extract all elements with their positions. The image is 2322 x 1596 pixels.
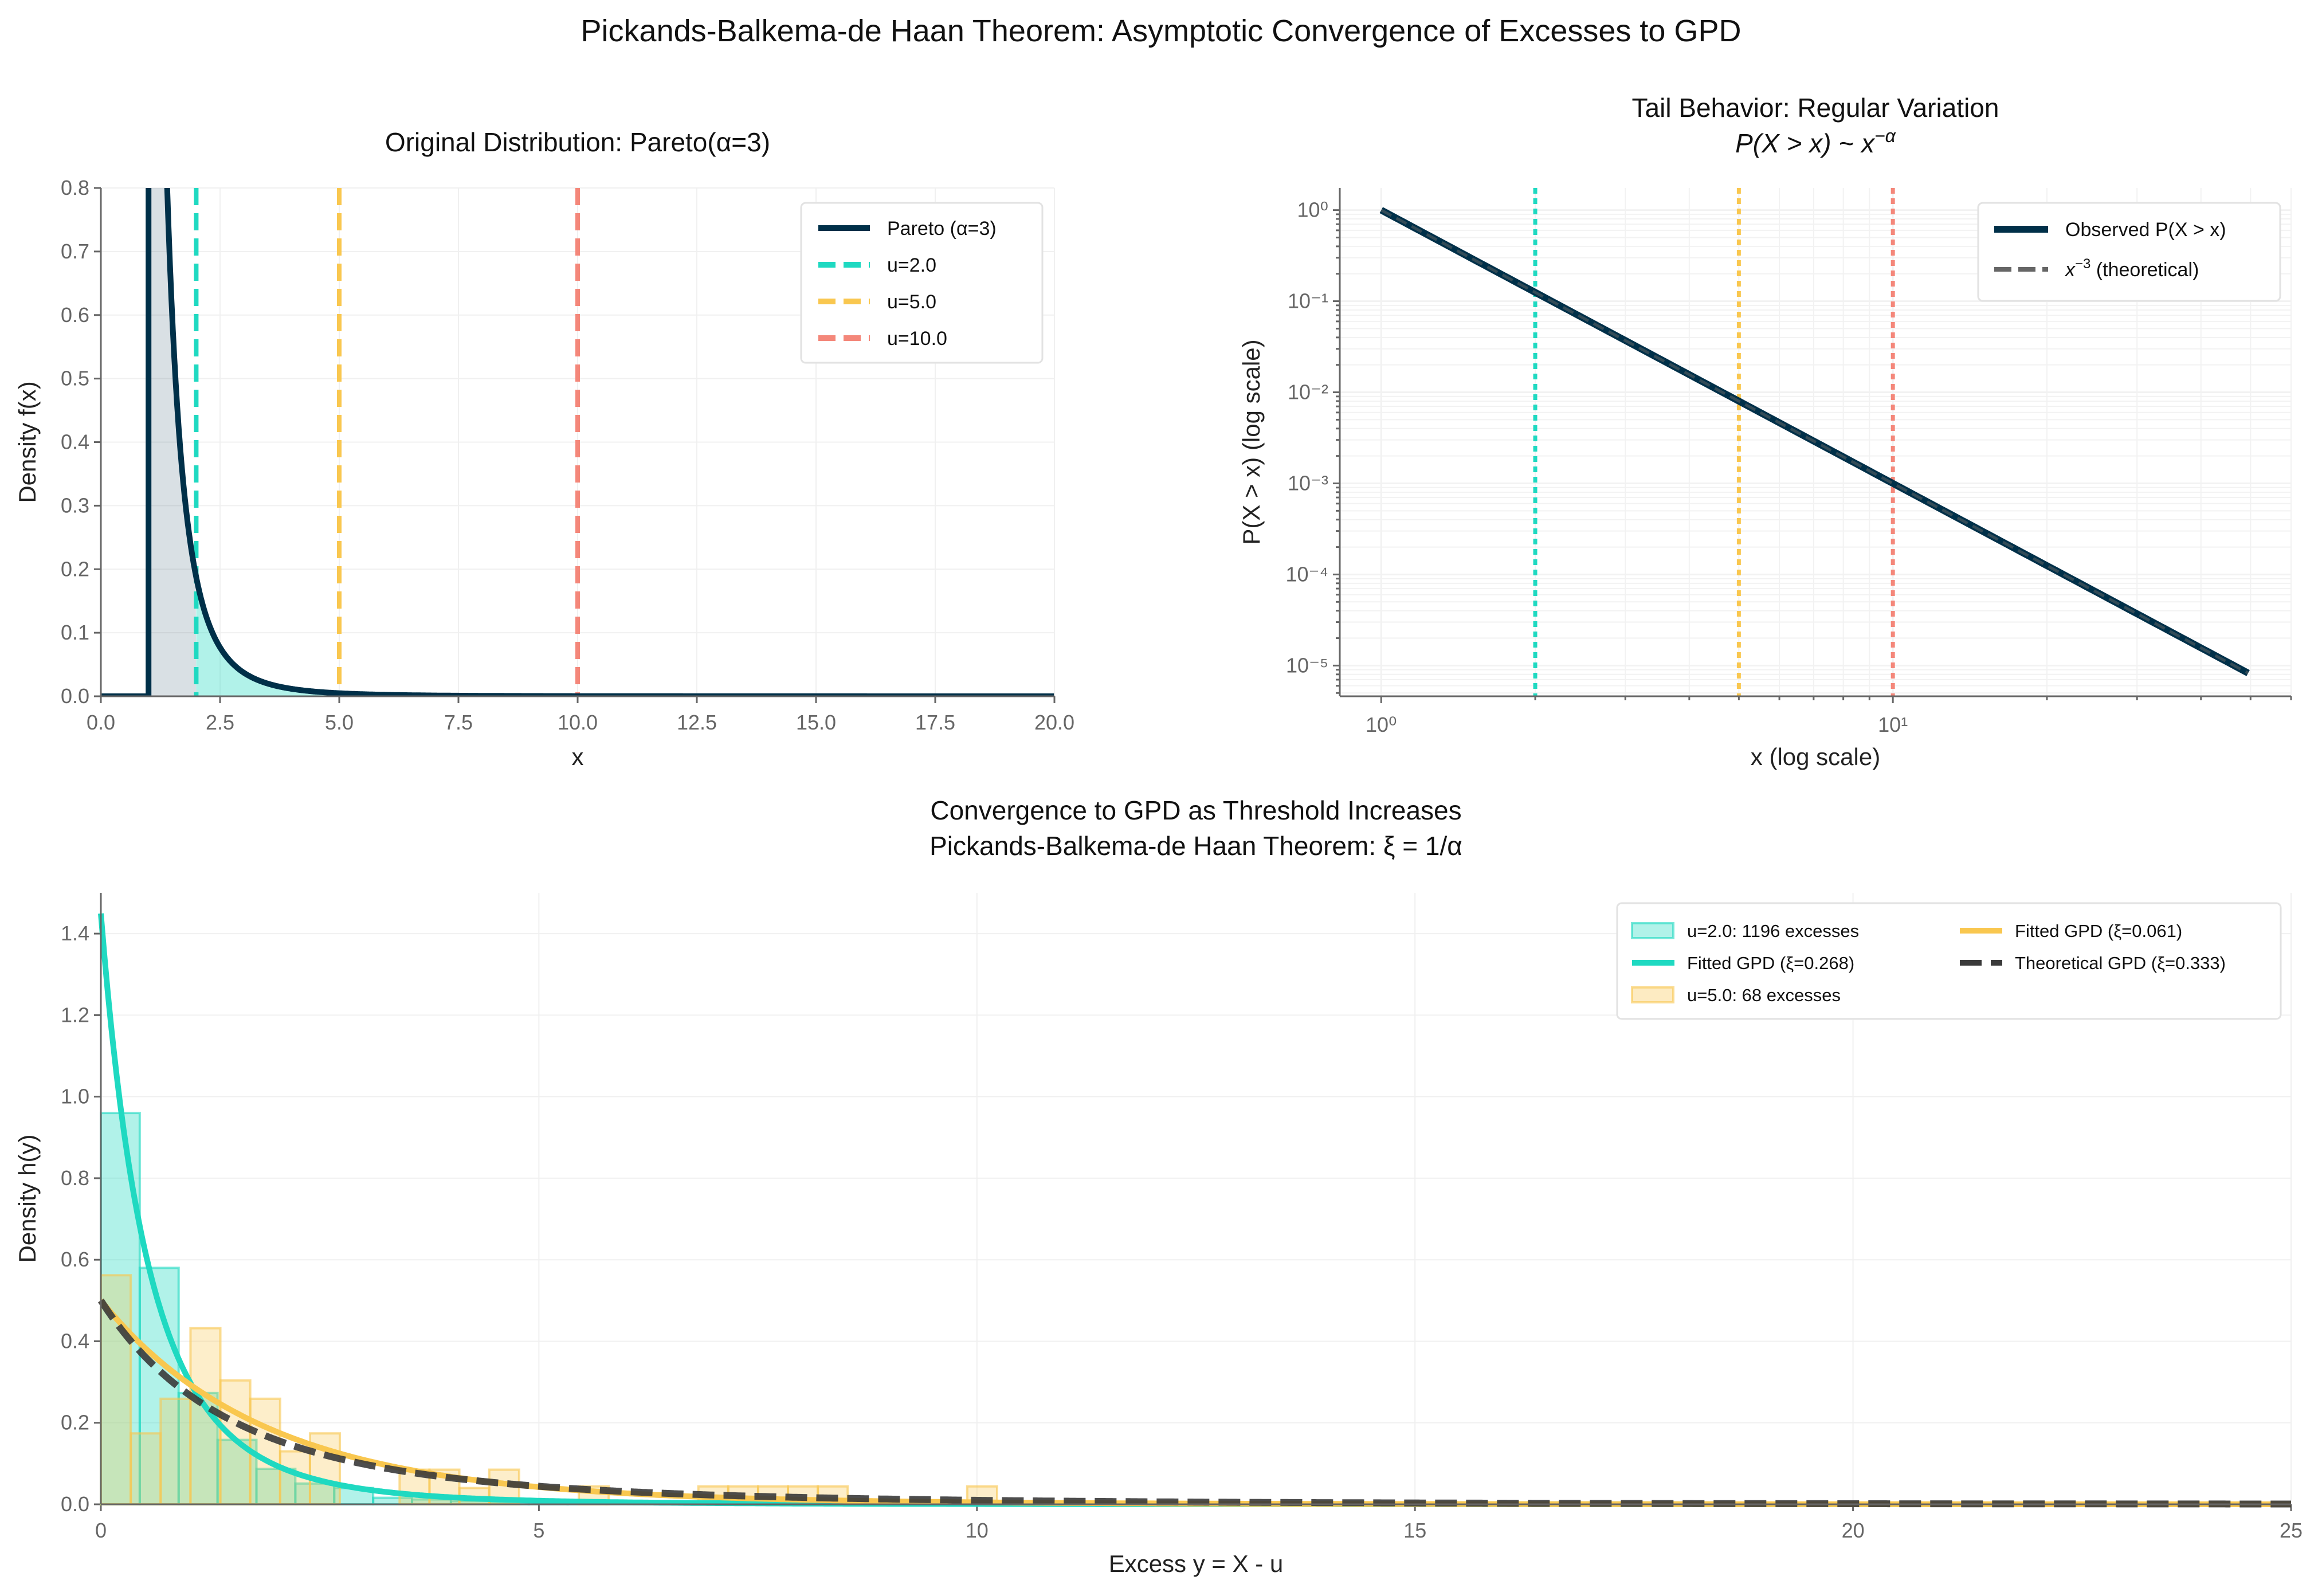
- gpd-curve-2: [97, 1298, 2291, 1508]
- y-tick-label: 0.6: [61, 1248, 89, 1271]
- legend-label: Observed P(X > x): [2065, 219, 2226, 241]
- y-tick-label: 10⁻³: [1288, 471, 1328, 495]
- histogram-bar: [130, 1432, 162, 1506]
- tail-loglog-panel: 10⁰ 10¹ 10⁰ 10⁻¹ 10⁻² 10⁻³ 10⁻⁴ 10⁻⁵ Tail Behavi…: [1238, 93, 2292, 770]
- x-tick-label: 25: [2280, 1519, 2303, 1542]
- legend-label: Fitted GPD (ξ=0.268): [1687, 953, 1854, 973]
- x-tick-label: 0.0: [87, 711, 115, 734]
- x-tick-label: 17.5: [915, 711, 955, 734]
- legend-swatch: [1631, 986, 1674, 1003]
- panel-subtitle: P(X > x) ~ x−α: [1735, 126, 1896, 158]
- subtitle-base: P(X > x) ~ x: [1735, 128, 1876, 158]
- x-tick-label: 15.0: [796, 711, 836, 734]
- y-tick-label: 0.0: [61, 1492, 89, 1516]
- legend-label: u=2.0: [887, 254, 936, 276]
- x-tick-label: 2.5: [206, 711, 234, 734]
- legend-label: Pareto (α=3): [887, 218, 997, 240]
- panel-subtitle: Pickands-Balkema-de Haan Theorem: ξ = 1/…: [929, 831, 1462, 861]
- x-tick-label: 10⁰: [1366, 713, 1397, 736]
- x-tick-label: 15: [1403, 1519, 1426, 1542]
- y-tick-label: 0.1: [61, 621, 89, 644]
- histogram-bar: [159, 1397, 192, 1505]
- legend-label: u=2.0: 1196 excesses: [1687, 921, 1859, 941]
- x-axis-label: x: [572, 743, 584, 770]
- legend: Observed P(X > x) x−3 (theoretical): [1977, 202, 2281, 302]
- legend: u=2.0: 1196 excesses Fitted GPD (ξ=0.268)…: [1616, 902, 2282, 1020]
- y-tick-label: 10⁻⁴: [1285, 562, 1328, 586]
- x-tick-label: 5: [533, 1519, 544, 1542]
- legend-label: x−3 (theoretical): [2064, 256, 2199, 281]
- x-axis-label: x (log scale): [1751, 743, 1880, 770]
- y-tick-label: 0.7: [61, 240, 89, 263]
- legend-label: u=5.0: 68 excesses: [1687, 985, 1841, 1005]
- x-tick-label: 20: [1842, 1519, 1865, 1542]
- x-tick-label: 10¹: [1878, 713, 1908, 736]
- y-tick-label: 1.0: [61, 1085, 89, 1108]
- gpd-convergence-panel: 0 5 10 15 20 25 0.0 0.2 0.4 0.6 0.8 1.0 1.2 1.4 Conver…: [14, 795, 2303, 1577]
- y-tick-label: 10⁻¹: [1288, 289, 1328, 313]
- y-tick-label: 0.5: [61, 367, 89, 390]
- pareto-density-panel: 0.0 2.5 5.0 7.5 10.0 12.5 15.0 17.5 20.0 0.0 0.1 0.…: [14, 127, 1074, 770]
- y-tick-label: 0.8: [61, 176, 89, 199]
- legend-label: u=5.0: [887, 291, 936, 313]
- legend-swatch: [1631, 922, 1674, 939]
- y-tick-label: 10⁻⁵: [1286, 653, 1328, 677]
- legend-label-rest: (theoretical): [2090, 259, 2199, 281]
- panel-title: Original Distribution: Pareto(α=3): [385, 127, 770, 157]
- y-tick-label: 0.4: [61, 1329, 89, 1352]
- y-tick-label: 10⁻²: [1288, 381, 1328, 404]
- density-fill-tail: [196, 577, 1054, 696]
- y-axis-label: Density h(y): [14, 1134, 41, 1262]
- theoretical-power-law-line: [1380, 209, 2249, 675]
- y-tick-label: 0.6: [61, 303, 89, 327]
- x-tick-label: 10: [966, 1519, 989, 1542]
- x-tick-label: 0: [95, 1519, 107, 1542]
- x-axis-label: Excess y = X - u: [1109, 1550, 1284, 1577]
- legend-label-base: x: [2064, 259, 2076, 281]
- panel-title: Convergence to GPD as Threshold Increase…: [930, 795, 1461, 825]
- y-tick-label: 1.2: [61, 1003, 89, 1026]
- x-tick-label: 10.0: [558, 711, 598, 734]
- panel-title: Tail Behavior: Regular Variation: [1632, 93, 1999, 123]
- y-tick-label: 0.8: [61, 1166, 89, 1190]
- y-tick-label: 0.4: [61, 430, 89, 454]
- y-tick-label: 10⁰: [1297, 198, 1328, 222]
- x-tick-label: 7.5: [444, 711, 473, 734]
- histogram-1: [100, 1274, 998, 1506]
- density-fill-below-threshold: [148, 188, 197, 696]
- legend: Pareto (α=3) u=2.0 u=5.0 u=10.0: [800, 202, 1044, 364]
- y-tick-label: 0.2: [61, 1411, 89, 1434]
- subtitle-exponent: −α: [1874, 126, 1896, 146]
- x-tick-label: 5.0: [325, 711, 354, 734]
- y-tick-label: 0.2: [61, 557, 89, 581]
- figure-title: Pickands-Balkema-de Haan Theorem: Asympt…: [581, 14, 1742, 48]
- x-tick-label: 20.0: [1034, 711, 1074, 734]
- legend-label-exponent: −3: [2075, 256, 2090, 272]
- x-tick-label: 12.5: [677, 711, 717, 734]
- y-tick-label: 1.4: [61, 921, 89, 945]
- y-tick-label: 0.3: [61, 493, 89, 517]
- legend-label: Fitted GPD (ξ=0.061): [2015, 921, 2182, 941]
- legend-label: Theoretical GPD (ξ=0.333): [2015, 953, 2226, 973]
- y-axis-label: Density f(x): [14, 381, 41, 503]
- y-tick-label: 0.0: [61, 684, 89, 708]
- legend-label: u=10.0: [887, 328, 947, 350]
- y-axis-label: P(X > x) (log scale): [1238, 339, 1265, 544]
